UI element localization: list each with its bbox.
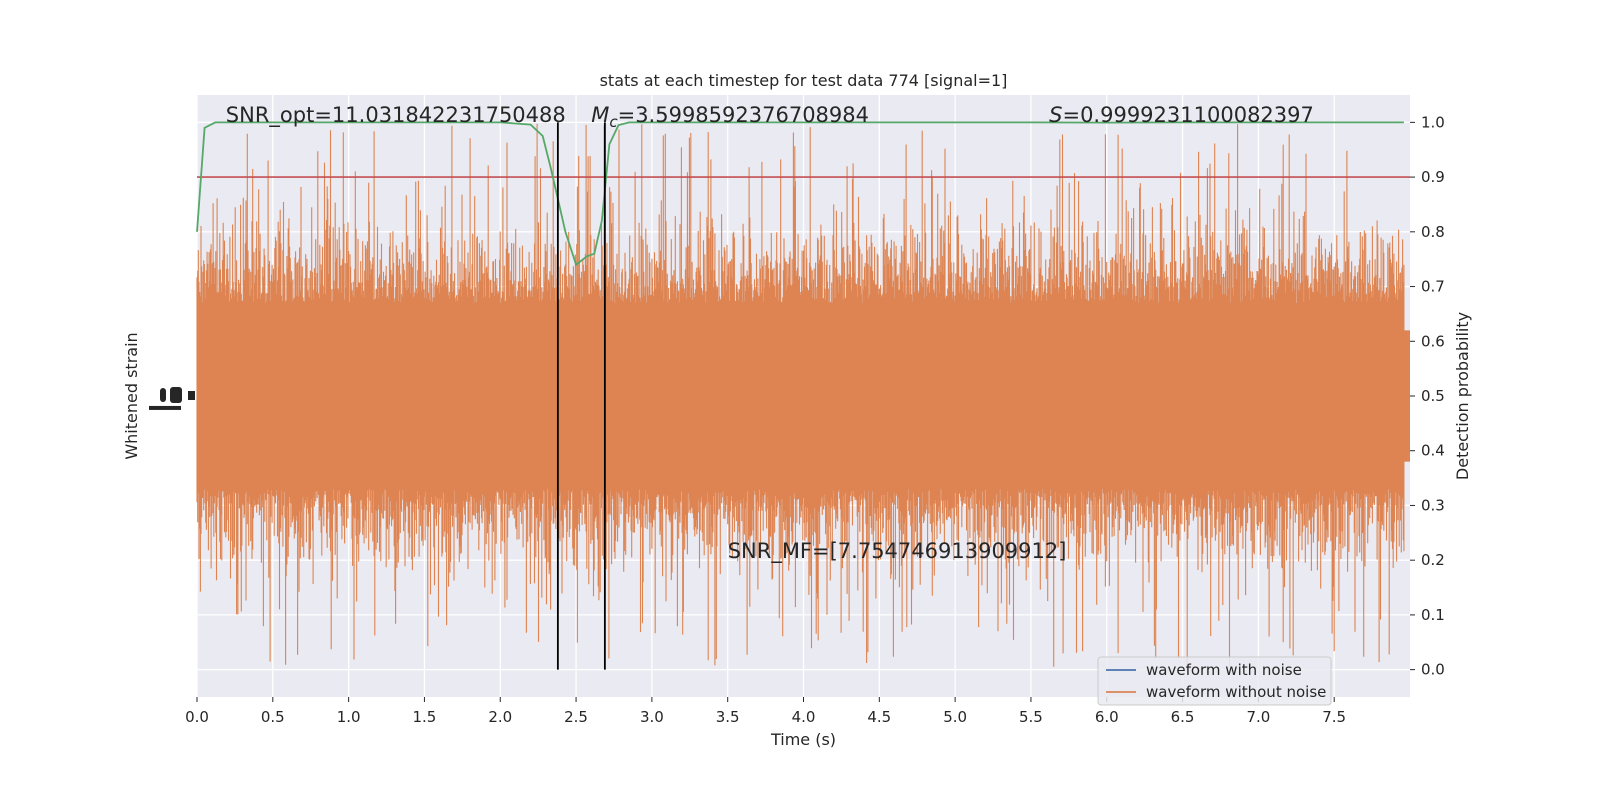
x-tick-label: 3.5 [716,708,740,726]
x-tick-label: 4.5 [867,708,891,726]
y-tick-label-right: 0.2 [1421,551,1445,569]
x-tick-label: 0.5 [261,708,285,726]
y-tick-left-cluster [160,388,166,402]
annotation-chirp-mass-symbol: M [591,103,609,127]
legend: waveform with noise waveform without noi… [1097,656,1332,706]
x-tick-label: 7.0 [1246,708,1270,726]
x-tick-label: 5.0 [943,708,967,726]
y-tick-left-cluster [149,405,181,410]
annotation-s-value: =0.9999231100082397 [1062,103,1313,127]
y-axis-label-right: Detection probability [1453,312,1472,480]
legend-label-with-noise: waveform with noise [1146,661,1302,679]
ticks: 0.0 0.5 1.0 1.5 2.0 2.5 3.0 3.5 4.0 4.5 5.0 5.5 6.0 6… [149,113,1445,726]
y-tick-label-right: 0.0 [1421,661,1445,679]
legend-label-without-noise: waveform without noise [1146,683,1326,701]
y-tick-label-right: 0.3 [1421,496,1445,514]
x-tick-label: 0.0 [185,708,209,726]
x-tick-label: 1.5 [413,708,437,726]
overlay-lines [196,121,1410,670]
y-tick-left-cluster [188,391,195,400]
annotation-snr-opt: SNR_opt=11.031842231750488 [226,103,566,128]
x-tick-label: 7.5 [1322,708,1346,726]
annotation-chirp-mass: Mc=3.5998592376708984 [591,103,869,131]
x-tick-label: 2.5 [564,708,588,726]
y-tick-label-right: 1.0 [1421,113,1445,131]
x-tick-label: 2.0 [488,708,512,726]
annotation-chirp-mass-value: =3.5998592376708984 [618,103,869,127]
annotation-chirp-mass-subscript: c [609,113,618,131]
annotation-snr-mf: SNR_MF=[7.754746913909912] [728,539,1067,564]
strain-dense-band [197,330,1410,462]
x-tick-label: 5.5 [1019,708,1043,726]
chart-title: stats at each timestep for test data 774… [600,71,1008,90]
x-tick-label: 6.0 [1095,708,1119,726]
y-tick-label-right: 0.6 [1421,332,1445,350]
strain-series-without-noise [196,123,1410,670]
y-tick-label-right: 0.7 [1421,278,1445,296]
y-tick-left-cluster [170,387,182,403]
y-tick-label-right: 0.8 [1421,223,1445,241]
annotations: SNR_opt=11.031842231750488 Mc=3.59985923… [226,103,1314,564]
y-tick-label-right: 0.1 [1421,606,1445,624]
x-tick-label: 3.0 [640,708,664,726]
detection-probability-line [196,121,1404,267]
x-axis-label: Time (s) [770,730,836,749]
x-tick-label: 1.0 [337,708,361,726]
y-tick-label-right: 0.9 [1421,168,1445,186]
y-axis-label-left: Whitened strain [122,332,141,459]
legend-box [1097,656,1332,706]
annotation-s: S=0.9999231100082397 [1049,103,1314,127]
y-tick-label-right: 0.4 [1421,442,1445,460]
x-tick-label: 4.0 [792,708,816,726]
annotation-s-symbol: S [1049,103,1062,127]
y-tick-label-right: 0.5 [1421,387,1445,405]
x-tick-label: 6.5 [1171,708,1195,726]
